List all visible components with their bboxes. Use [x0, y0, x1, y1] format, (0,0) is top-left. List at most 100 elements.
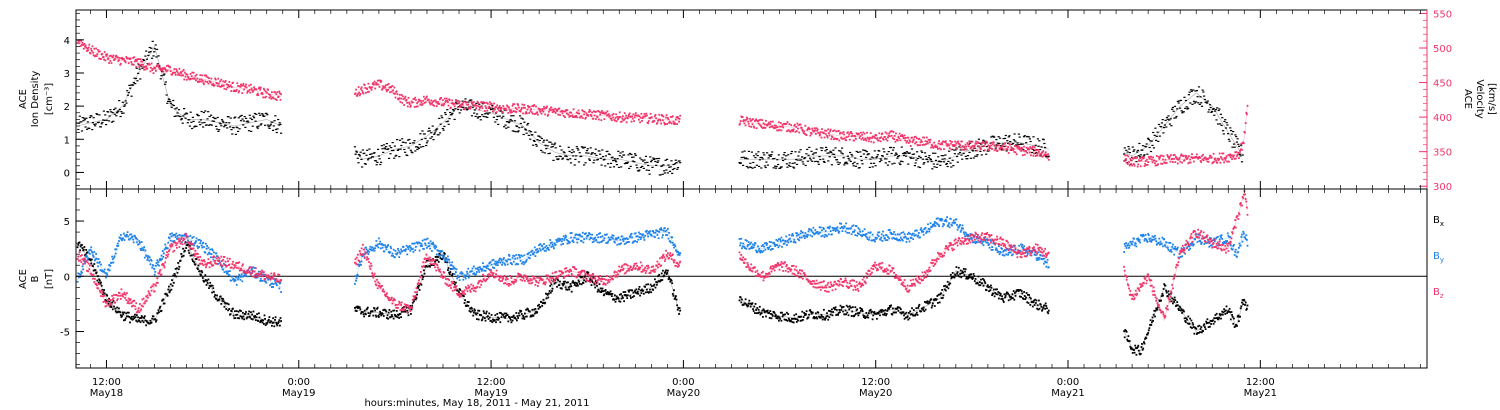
data-point — [1032, 301, 1035, 304]
data-point — [376, 245, 378, 247]
data-point — [121, 311, 124, 314]
data-point — [123, 105, 126, 107]
data-point — [374, 309, 377, 312]
data-point — [1143, 341, 1145, 343]
data-point — [243, 318, 245, 321]
data-point — [473, 109, 476, 111]
data-point — [788, 123, 791, 125]
data-point — [516, 103, 519, 105]
data-point — [669, 121, 672, 124]
data-point — [938, 140, 940, 142]
data-point — [801, 310, 804, 313]
data-point — [453, 105, 456, 108]
data-point — [469, 105, 472, 108]
data-point — [971, 278, 974, 280]
data-point — [1188, 91, 1191, 93]
data-point — [1229, 311, 1232, 314]
data-point — [561, 283, 564, 285]
data-point — [959, 149, 962, 151]
data-point — [91, 122, 94, 124]
data-point — [511, 130, 514, 132]
data-point — [84, 253, 87, 256]
data-point — [808, 128, 811, 131]
data-point — [130, 95, 133, 97]
data-point — [821, 128, 823, 130]
data-point — [429, 137, 432, 139]
data-point — [544, 144, 547, 146]
data-point — [1241, 299, 1244, 301]
data-point — [678, 120, 680, 123]
data-point — [451, 112, 454, 115]
data-point — [893, 134, 896, 137]
data-point — [1216, 123, 1220, 125]
data-point — [533, 308, 536, 311]
data-point — [470, 115, 474, 117]
data-point — [662, 269, 664, 272]
data-point — [520, 313, 523, 315]
data-point — [163, 302, 166, 305]
data-point — [172, 274, 175, 277]
data-point — [1241, 154, 1244, 156]
data-point — [142, 63, 144, 66]
data-point — [516, 315, 519, 317]
data-point — [206, 118, 209, 120]
data-point — [556, 278, 559, 281]
data-point — [1176, 162, 1179, 165]
data-point — [532, 144, 535, 146]
data-point — [194, 75, 197, 77]
data-point — [266, 322, 268, 325]
data-point — [854, 306, 857, 309]
data-point — [623, 300, 625, 303]
data-point — [563, 282, 566, 285]
data-point — [1033, 299, 1035, 302]
data-point — [959, 269, 962, 272]
data-point — [801, 161, 804, 163]
data-point — [637, 170, 640, 172]
data-point — [252, 89, 255, 92]
data-point — [944, 141, 947, 144]
data-point — [615, 164, 618, 166]
data-point — [767, 157, 770, 159]
data-point — [419, 103, 422, 106]
data-point — [586, 148, 589, 150]
data-point — [408, 101, 410, 104]
data-point — [943, 285, 945, 288]
data-point — [1028, 294, 1030, 296]
data-point — [258, 270, 260, 273]
data-point — [532, 314, 535, 317]
data-point — [1146, 158, 1148, 161]
data-point — [749, 302, 751, 305]
data-point — [210, 114, 213, 116]
data-point — [1046, 311, 1049, 313]
data-point — [194, 241, 197, 244]
data-point — [77, 128, 80, 131]
data-point — [1169, 160, 1172, 163]
data-point — [1176, 100, 1179, 102]
data-point — [827, 132, 830, 134]
data-point — [742, 156, 745, 158]
data-point — [900, 312, 903, 315]
data-point — [674, 163, 677, 165]
data-point — [225, 88, 228, 91]
data-point — [434, 256, 437, 258]
data-point — [647, 164, 650, 167]
data-point — [902, 152, 905, 155]
data-point — [169, 70, 172, 72]
data-point — [845, 139, 847, 142]
data-point — [386, 83, 389, 86]
data-point — [148, 322, 151, 325]
data-point — [94, 54, 97, 57]
data-point — [274, 279, 276, 282]
data-point — [810, 132, 813, 135]
data-point — [524, 129, 527, 131]
points-y-1 — [354, 227, 682, 285]
data-point — [601, 156, 605, 158]
data-point — [671, 282, 674, 285]
data-point — [1028, 136, 1031, 138]
data-point — [357, 305, 360, 308]
data-point — [168, 99, 171, 101]
data-point — [582, 147, 585, 149]
data-point — [176, 235, 179, 237]
data-point — [1010, 146, 1013, 149]
data-point — [365, 313, 367, 316]
